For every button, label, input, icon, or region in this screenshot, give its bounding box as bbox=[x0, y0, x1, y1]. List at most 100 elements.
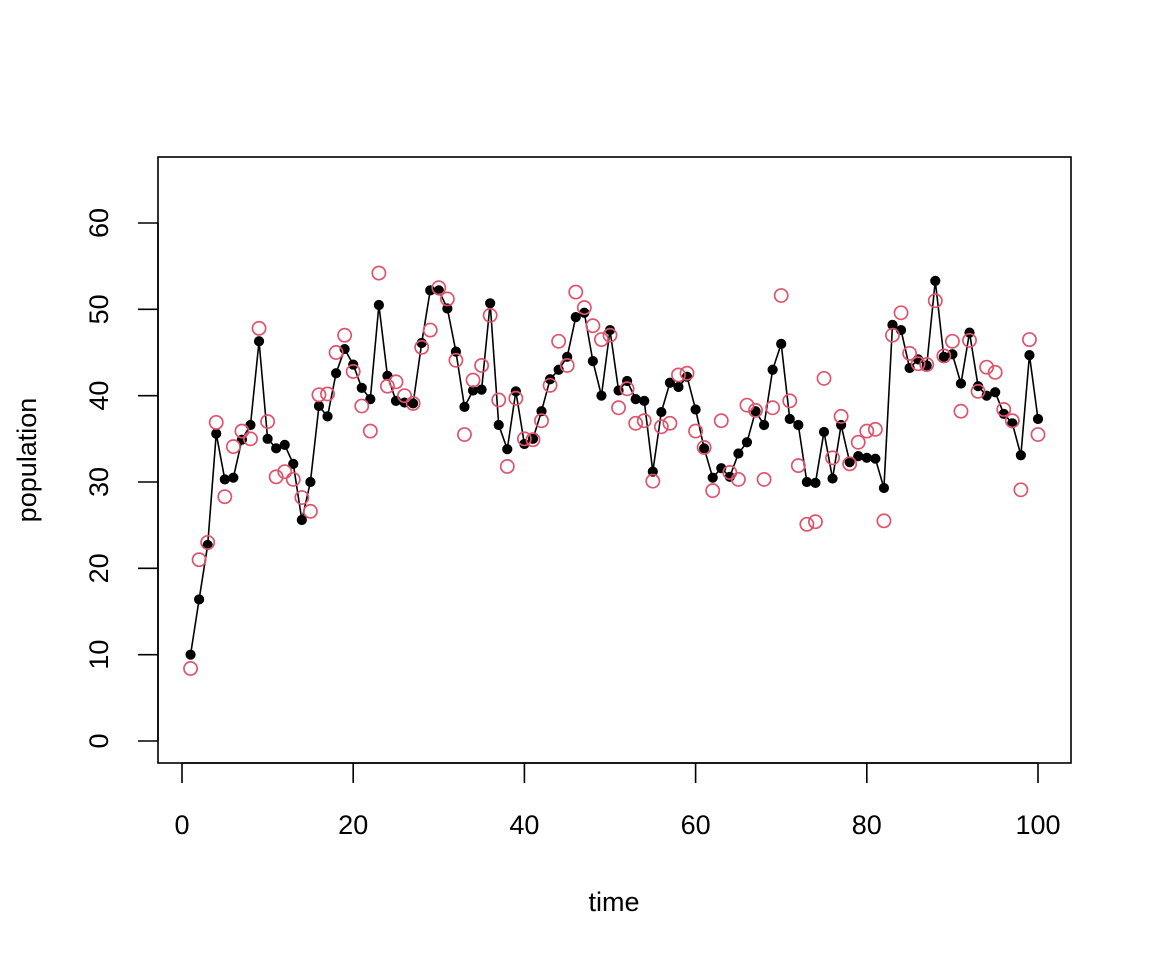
series-2-point bbox=[243, 431, 258, 447]
series-2-point bbox=[962, 332, 977, 348]
x-tick-label: 40 bbox=[509, 810, 539, 840]
y-tick-label: 50 bbox=[84, 294, 114, 324]
x-axis: 0 20 40 60 80 100 bbox=[174, 762, 1061, 840]
series-2-point bbox=[816, 370, 832, 386]
series-1-point bbox=[810, 477, 821, 488]
series-1-point bbox=[647, 466, 658, 477]
series-1-point bbox=[493, 419, 504, 431]
series-1-point bbox=[279, 439, 290, 450]
series-2-point bbox=[807, 514, 823, 530]
series-1-point bbox=[442, 303, 453, 314]
series-1-line bbox=[189, 280, 1039, 655]
series-2-point bbox=[465, 372, 481, 388]
series-2-point bbox=[970, 383, 986, 399]
series-2-point bbox=[885, 327, 900, 343]
series-1-point bbox=[955, 378, 967, 389]
series-1-point bbox=[733, 448, 744, 459]
series-2-point bbox=[542, 377, 558, 393]
series-1-point bbox=[990, 387, 1001, 398]
series-1-point bbox=[536, 406, 547, 417]
series-1-point bbox=[330, 368, 342, 379]
series-2-point bbox=[234, 423, 250, 439]
x-tick-label: 100 bbox=[1015, 810, 1060, 840]
series-2-point bbox=[388, 374, 404, 390]
series-2-point bbox=[1013, 482, 1029, 498]
series-2-point bbox=[662, 415, 678, 431]
series-2-point bbox=[397, 388, 413, 404]
series-2-point bbox=[825, 450, 841, 466]
series-1-point bbox=[313, 400, 325, 412]
series-2-point bbox=[645, 473, 661, 489]
series-2-point bbox=[508, 390, 524, 406]
series-2-point bbox=[713, 413, 729, 429]
series-2-point bbox=[491, 392, 507, 408]
series-1-point bbox=[639, 395, 650, 406]
y-axis: 0 10 20 30 40 50 60 bbox=[84, 208, 159, 749]
series-1-point bbox=[767, 364, 778, 375]
series-1-point bbox=[630, 394, 641, 405]
series-2-point bbox=[902, 345, 918, 361]
x-axis-title: time bbox=[588, 887, 639, 917]
series-2-point bbox=[320, 386, 335, 402]
series-2-point bbox=[867, 421, 883, 437]
series-2-point bbox=[474, 358, 490, 373]
series-1-point bbox=[964, 327, 975, 338]
series-2-point bbox=[842, 456, 858, 472]
series-1-point bbox=[253, 336, 265, 347]
series-2-point bbox=[422, 322, 438, 338]
series-1-point bbox=[861, 452, 872, 463]
series-2-point bbox=[585, 318, 601, 334]
series-2-point bbox=[833, 408, 849, 424]
series-1-point bbox=[938, 351, 949, 362]
series-1-point bbox=[408, 398, 419, 409]
series-2-point bbox=[739, 397, 755, 413]
series-2-point bbox=[893, 305, 909, 321]
series-2-point bbox=[876, 513, 892, 529]
series-2-point bbox=[1004, 413, 1020, 429]
series-1-point bbox=[656, 406, 667, 418]
x-tick-label: 60 bbox=[681, 810, 711, 840]
series-2-point bbox=[431, 280, 447, 296]
series-2-point bbox=[337, 327, 353, 343]
x-tick-label: 20 bbox=[338, 810, 368, 840]
series-2-point bbox=[405, 395, 421, 411]
series-1-point bbox=[502, 444, 513, 455]
series-2-point bbox=[457, 427, 472, 442]
series-2-point bbox=[414, 339, 430, 355]
y-tick-label: 40 bbox=[84, 381, 114, 411]
series-1-point bbox=[587, 356, 598, 367]
series-1-polyline bbox=[189, 280, 1039, 655]
series-1-point bbox=[878, 482, 890, 494]
series-2-point bbox=[979, 359, 995, 375]
series-2-point bbox=[730, 471, 746, 487]
series-2-point bbox=[996, 402, 1012, 417]
series-2-point bbox=[756, 471, 772, 487]
series-2-point bbox=[773, 288, 789, 303]
series-2-point bbox=[559, 358, 575, 373]
series-2-point bbox=[619, 381, 635, 397]
series-2-point bbox=[705, 483, 721, 499]
y-tick-label: 30 bbox=[84, 467, 114, 497]
series-1-point bbox=[784, 413, 795, 425]
series-2-point bbox=[748, 402, 763, 418]
series-1-point bbox=[827, 473, 838, 484]
series-2-point bbox=[628, 415, 644, 431]
series-2-point bbox=[859, 423, 875, 439]
series-2-point bbox=[927, 293, 943, 309]
series-2-point bbox=[987, 364, 1003, 380]
series-2-point bbox=[379, 378, 395, 394]
series-1-point bbox=[305, 476, 316, 488]
series-2-point bbox=[268, 469, 284, 485]
series-2-point bbox=[183, 661, 199, 676]
series-1-point bbox=[930, 275, 941, 286]
series-2-point bbox=[345, 364, 361, 379]
series-2-point bbox=[217, 489, 233, 505]
series-2-point bbox=[850, 434, 866, 450]
series-2-point bbox=[260, 414, 276, 430]
series-1-point bbox=[570, 312, 581, 323]
series-2-point bbox=[277, 464, 293, 480]
series-2-point bbox=[636, 413, 652, 429]
series-2-point bbox=[782, 393, 798, 409]
series-2-point bbox=[576, 300, 592, 316]
series-2-point bbox=[910, 356, 926, 372]
